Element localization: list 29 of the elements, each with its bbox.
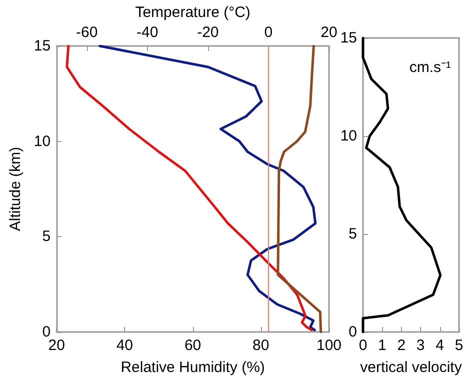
x-tick-label: 2	[397, 337, 406, 354]
x-tick-label: 3	[416, 337, 425, 354]
x-tick-label: 1	[378, 337, 386, 354]
y-tick-label: 0	[42, 324, 51, 340]
y-tick-label: 15	[340, 30, 357, 46]
x2-axis-title: Temperature (°C)	[135, 4, 250, 21]
y-tick-label: 10	[340, 128, 357, 144]
x2-tick-label: -20	[197, 24, 219, 41]
y-axis-title: Altitude (km)	[7, 146, 24, 232]
y-tick-label: 15	[34, 38, 51, 54]
x2-tick-label: -60	[76, 24, 98, 41]
x-tick-label: 60	[184, 337, 202, 354]
x2-tick-label: -40	[136, 24, 158, 41]
x-tick-label: 4	[436, 337, 444, 354]
x2-tick-label: 0	[264, 24, 273, 41]
x-tick-label: 40	[116, 337, 134, 354]
y-tick-label: 5	[42, 228, 51, 246]
line-series	[276, 44, 322, 334]
y-tick-label: 10	[34, 132, 51, 150]
x-axis-title: vertical velocity	[360, 359, 462, 376]
x-tick-label: 100	[316, 337, 342, 354]
x-tick-label: 5	[454, 337, 464, 354]
y-tick-label: 5	[348, 226, 357, 242]
annotation: cm.s⁻¹	[409, 59, 452, 76]
x-axis-title: Relative Humidity (%)	[120, 359, 265, 376]
x-tick-label: 20	[48, 337, 65, 354]
x-tick-label: 80	[252, 337, 270, 354]
x2-tick-label: 20	[320, 24, 338, 41]
y-tick-label: 0	[348, 324, 357, 340]
